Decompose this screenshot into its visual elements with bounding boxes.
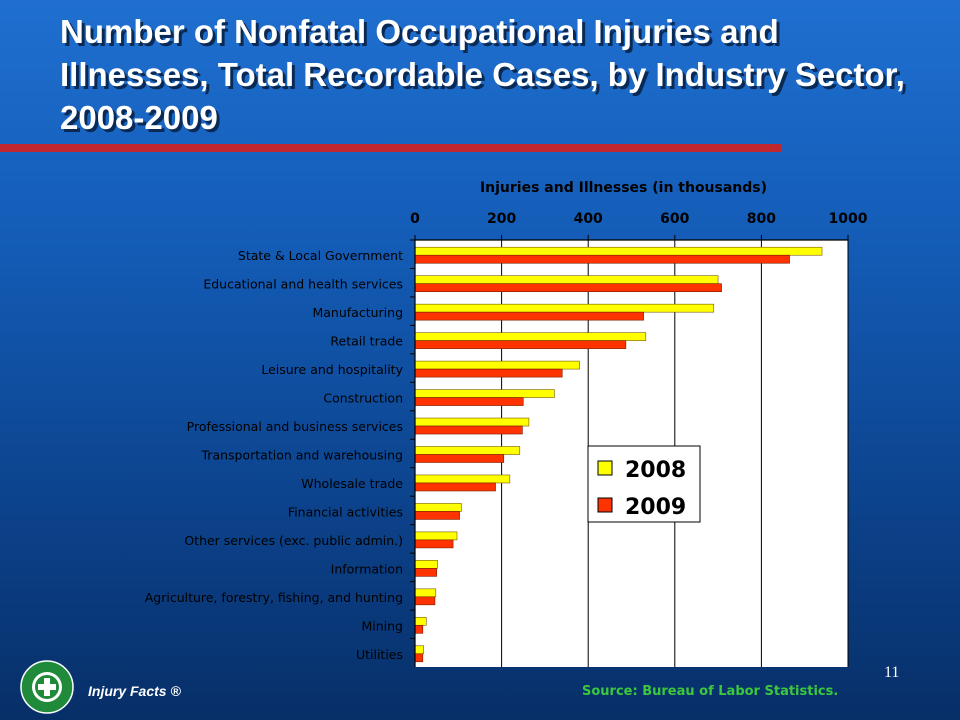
category-label: Transportation and warehousing (201, 448, 404, 463)
bar-2009 (414, 624, 424, 634)
category-label: Leisure and hospitality (261, 362, 403, 377)
category-label: Construction (323, 391, 403, 406)
bar-2008 (414, 446, 521, 455)
bar-2009 (414, 283, 722, 293)
bar-2009 (414, 425, 523, 435)
bar-2009 (414, 482, 496, 492)
bar-2008 (414, 616, 427, 626)
category-label: Other services (exc. public admin.) (184, 533, 403, 548)
injury-facts-brand: Injury Facts ® (88, 683, 181, 699)
source-note: Source: Bureau of Labor Statistics. (582, 684, 839, 699)
bar-2009 (414, 340, 627, 349)
bar-2008 (414, 246, 823, 256)
bar-2008 (414, 588, 437, 598)
national-safety-council-logo-icon (20, 660, 74, 714)
legend-swatch-2009 (597, 497, 613, 513)
legend-swatch-2008 (597, 460, 613, 476)
bar-2009 (414, 539, 454, 549)
bar-2008 (414, 360, 580, 370)
bar-2008 (414, 417, 530, 427)
legend-label-2009: 2009 (625, 495, 686, 520)
x-tick-label: 1000 (829, 211, 868, 227)
bar-2008 (414, 389, 555, 398)
x-tick-label: 400 (574, 211, 603, 227)
bar-2008 (414, 560, 438, 569)
category-label: Professional and business services (187, 419, 403, 434)
bar-2009 (414, 511, 460, 520)
bar-2008 (414, 503, 462, 512)
bar-2009 (414, 568, 437, 577)
category-label: Agriculture, forestry, fishing, and hunt… (145, 590, 403, 605)
bar-2008 (414, 332, 647, 341)
slide-title: Number of Nonfatal Occupational Injuries… (60, 13, 905, 136)
bar-2009 (414, 596, 436, 606)
page-number: 11 (884, 664, 900, 681)
bar-2009 (414, 311, 644, 321)
bar-2008 (414, 474, 511, 484)
x-tick-label: 800 (747, 211, 776, 227)
category-label: Financial activities (288, 504, 403, 519)
bar-2008 (414, 531, 458, 541)
category-label: Retail trade (330, 334, 403, 349)
category-label: Educational and health services (203, 277, 403, 292)
bar-2008 (414, 275, 719, 285)
x-tick-label: 200 (487, 211, 516, 227)
category-label: Mining (361, 618, 403, 633)
category-label: Manufacturing (312, 305, 403, 320)
legend-label-2008: 2008 (625, 458, 686, 483)
x-axis-title: Injuries and Illnesses (in thousands) (480, 180, 767, 196)
category-label: Wholesale trade (301, 476, 403, 491)
bar-2008 (414, 303, 715, 313)
bar-2009 (414, 254, 790, 264)
bar-2008 (414, 645, 424, 655)
bar-2009 (414, 653, 424, 663)
bar-2009 (414, 454, 505, 463)
category-label: Information (331, 561, 403, 576)
x-tick-label: 600 (660, 211, 689, 227)
x-tick-label: 0 (410, 211, 420, 227)
bar-2009 (414, 397, 524, 406)
category-label: State & Local Government (238, 248, 403, 263)
category-label: Utilities (356, 647, 403, 662)
title-divider (0, 144, 781, 152)
bar-2009 (414, 368, 563, 378)
